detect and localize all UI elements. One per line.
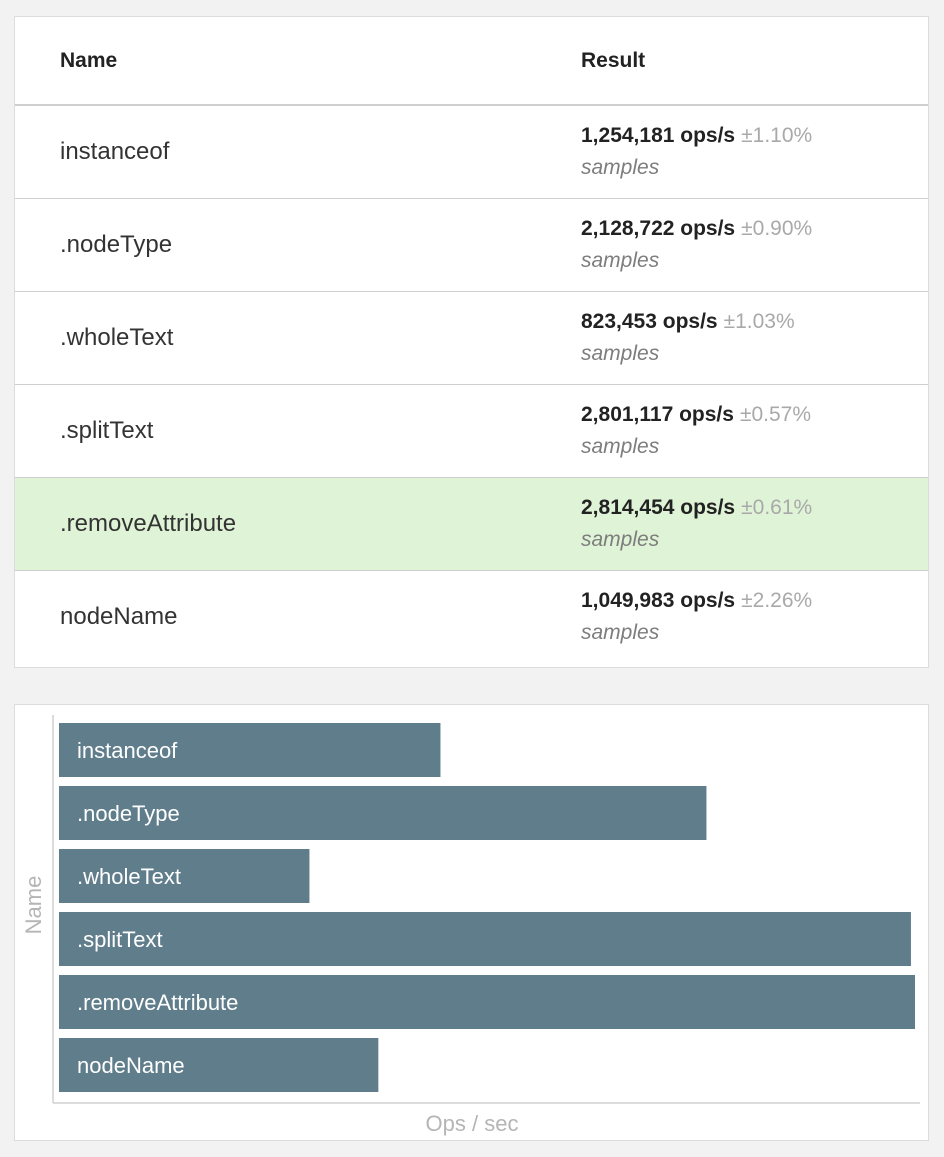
bar-label: .nodeType [77, 801, 180, 826]
test-name-cell: .wholeText [15, 291, 581, 385]
table-header-row: Name Result [15, 17, 928, 106]
samples-label: samples [581, 435, 660, 458]
test-name-cell: .splitText [15, 384, 581, 478]
table-row: instanceof 1,254,181 ops/s ±1.10% samples [15, 105, 928, 199]
bar-label: .removeAttribute [77, 990, 238, 1015]
bar[interactable] [59, 1038, 379, 1092]
table-row: .nodeType 2,128,722 ops/s ±0.90% samples [15, 198, 928, 292]
ops-per-second: 2,128,722 ops/s [581, 217, 736, 240]
margin-of-error: ±0.57% [739, 403, 812, 426]
margin-of-error: ±1.10% [741, 124, 813, 147]
samples-label: samples [581, 249, 660, 272]
table-row: .splitText 2,801,117 ops/s ±0.57% samples [15, 384, 928, 478]
bar-label: nodeName [77, 1053, 185, 1078]
chart-panel: instanceof .nodeType .wholeText .splitText.… [14, 704, 929, 1141]
bar-label: instanceof [77, 738, 178, 763]
result-cell: 2,801,117 ops/s ±0.57% samples [581, 384, 928, 478]
table-row: nodeName 1,049,983 ops/s ±2.26% samples [15, 571, 928, 664]
table-row: .removeAttribute 2,814,454 ops/s ±0.61% sam… [15, 477, 928, 571]
table-row: .wholeText 823,453 ops/s ±1.03% samples [15, 291, 928, 385]
column-header-name[interactable]: Name [15, 17, 581, 106]
bar[interactable] [59, 786, 707, 840]
x-axis-title: Ops / sec [426, 1111, 519, 1136]
result-cell: 2,128,722 ops/s ±0.90% samples [581, 198, 928, 292]
bar-label: .splitText [77, 927, 163, 952]
margin-of-error: ±2.26% [741, 589, 813, 612]
margin-of-error: ±1.03% [723, 310, 795, 333]
bar[interactable] [59, 975, 915, 1029]
test-name-cell: nodeName [60, 603, 178, 630]
results-panel: Name Result instanceof 1,254,181 ops/s ±1.… [14, 16, 929, 668]
samples-label: samples [581, 621, 660, 644]
test-name-cell: .removeAttribute [15, 477, 581, 571]
bar[interactable] [59, 912, 911, 966]
margin-of-error: ±0.90% [741, 217, 813, 240]
ops-per-second: 823,453 ops/s [581, 310, 718, 333]
test-name-cell: instanceof [15, 105, 581, 199]
ops-bar-chart: instanceof .nodeType .wholeText .splitText.… [21, 715, 920, 1136]
column-header-result[interactable]: Result [581, 17, 928, 106]
result-cell: 823,453 ops/s ±1.03% samples [581, 291, 928, 385]
results-table: Name Result instanceof 1,254,181 ops/s ±1.… [15, 17, 928, 663]
ops-per-second: 2,801,117 ops/s [581, 403, 734, 426]
test-name-cell: .nodeType [15, 198, 581, 292]
ops-per-second: 1,254,181 ops/s [581, 124, 736, 147]
bar-label: .wholeText [77, 864, 181, 889]
result-cell: 2,814,454 ops/s ±0.61% samples [581, 477, 928, 571]
bar[interactable] [59, 723, 441, 777]
bar[interactable] [59, 849, 310, 903]
margin-of-error: ±0.61% [741, 496, 813, 519]
samples-label: samples [581, 156, 660, 179]
ops-per-second: 1,049,983 ops/s [581, 589, 736, 612]
samples-label: samples [581, 528, 660, 551]
y-axis-title: Name [21, 876, 46, 935]
samples-label: samples [581, 342, 660, 365]
result-cell: 1,049,983 ops/s ±2.26% samples [581, 571, 928, 664]
result-cell: 1,254,181 ops/s ±1.10% samples [581, 105, 928, 199]
ops-per-second: 2,814,454 ops/s [581, 496, 736, 519]
